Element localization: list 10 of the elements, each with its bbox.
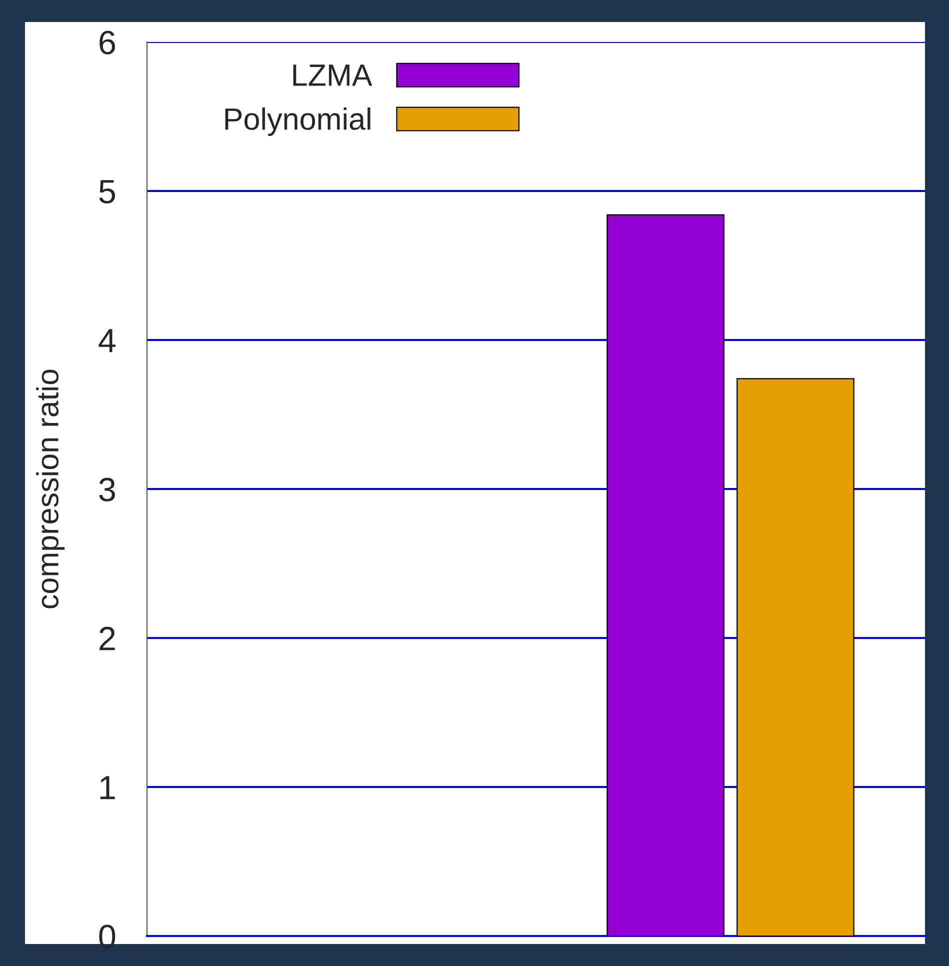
y-tick-label: 2 — [100, 626, 115, 650]
y-axis-title: compression ratio — [36, 370, 65, 608]
legend-label: LZMA — [293, 64, 372, 86]
y-tick-label: 4 — [98, 329, 116, 352]
y-tick-label: 3 — [99, 478, 115, 502]
y-tick-label: 1 — [100, 776, 115, 800]
y-tick-label: 0 — [99, 924, 116, 948]
y-tick-label: 6 — [100, 30, 115, 54]
y-tick-label: 5 — [99, 180, 116, 204]
legend-label: Polynomial — [225, 107, 370, 136]
